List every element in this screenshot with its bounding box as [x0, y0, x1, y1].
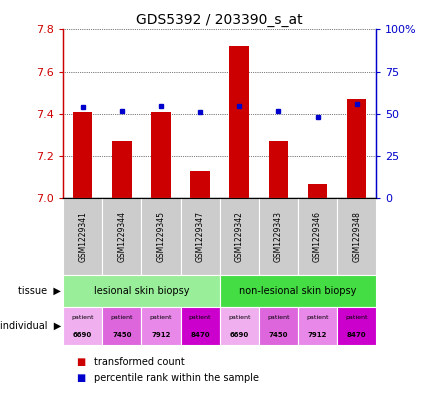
Text: patient: patient: [345, 315, 367, 320]
Text: patient: patient: [306, 315, 328, 320]
Bar: [63, 275, 219, 307]
Bar: [63, 198, 102, 275]
Text: patient: patient: [149, 315, 172, 320]
Bar: [180, 198, 219, 275]
Text: 7912: 7912: [151, 332, 170, 338]
Text: 8470: 8470: [190, 332, 210, 338]
Bar: [307, 184, 326, 198]
Text: patient: patient: [227, 315, 250, 320]
Text: 6690: 6690: [229, 332, 248, 338]
Text: GSM1229348: GSM1229348: [352, 211, 360, 262]
Bar: [72, 112, 92, 198]
Bar: [219, 198, 258, 275]
Bar: [190, 171, 209, 198]
Bar: [102, 198, 141, 275]
Bar: [297, 307, 336, 345]
Text: 8470: 8470: [346, 332, 366, 338]
Bar: [219, 307, 258, 345]
Text: percentile rank within the sample: percentile rank within the sample: [93, 373, 258, 383]
Bar: [141, 198, 180, 275]
Text: ■: ■: [76, 373, 85, 383]
Bar: [258, 307, 297, 345]
Text: ■: ■: [76, 357, 85, 367]
Text: patient: patient: [71, 315, 94, 320]
Bar: [102, 307, 141, 345]
Text: individual  ▶: individual ▶: [0, 321, 61, 331]
Text: tissue  ▶: tissue ▶: [18, 286, 61, 296]
Text: GSM1229346: GSM1229346: [312, 211, 321, 262]
Bar: [258, 198, 297, 275]
Text: GSM1229344: GSM1229344: [117, 211, 126, 262]
Text: GSM1229343: GSM1229343: [273, 211, 282, 262]
Text: 7450: 7450: [268, 332, 287, 338]
Bar: [229, 46, 248, 198]
Text: 7912: 7912: [307, 332, 326, 338]
Text: non-lesional skin biopsy: non-lesional skin biopsy: [239, 286, 356, 296]
Bar: [63, 307, 102, 345]
Text: patient: patient: [266, 315, 289, 320]
Bar: [297, 198, 336, 275]
Text: GSM1229341: GSM1229341: [78, 211, 87, 262]
Bar: [180, 307, 219, 345]
Bar: [336, 198, 375, 275]
Text: patient: patient: [110, 315, 133, 320]
Bar: [141, 307, 180, 345]
Text: GSM1229342: GSM1229342: [234, 211, 243, 262]
Title: GDS5392 / 203390_s_at: GDS5392 / 203390_s_at: [136, 13, 302, 27]
Text: patient: patient: [188, 315, 211, 320]
Bar: [336, 307, 375, 345]
Text: GSM1229345: GSM1229345: [156, 211, 165, 262]
Bar: [268, 141, 287, 198]
Text: 7450: 7450: [112, 332, 131, 338]
Bar: [346, 99, 365, 198]
Text: GSM1229347: GSM1229347: [195, 211, 204, 262]
Text: transformed count: transformed count: [93, 357, 184, 367]
Bar: [151, 112, 170, 198]
Text: 6690: 6690: [73, 332, 92, 338]
Text: lesional skin biopsy: lesional skin biopsy: [93, 286, 189, 296]
Bar: [219, 275, 375, 307]
Bar: [112, 141, 131, 198]
